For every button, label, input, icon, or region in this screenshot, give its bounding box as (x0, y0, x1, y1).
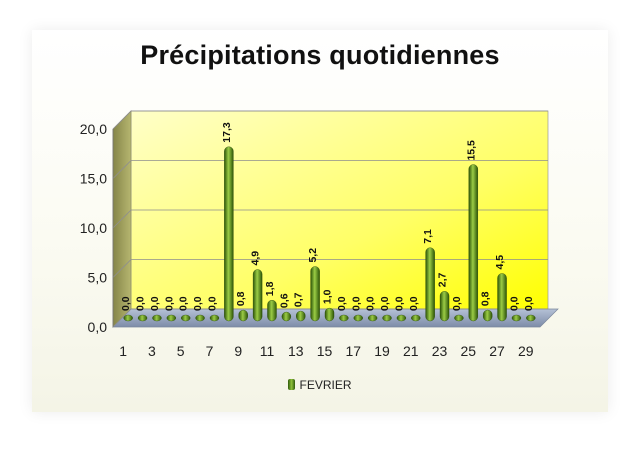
gridline (112, 209, 548, 229)
data-label: 0,0 (163, 296, 175, 311)
bar (339, 314, 349, 322)
gridline (112, 110, 548, 130)
data-label: 0,8 (235, 291, 247, 306)
gridlines (112, 110, 548, 328)
bar (209, 314, 220, 322)
legend-label: FEVRIER (299, 378, 352, 392)
x-tick-label: 27 (489, 343, 505, 359)
x-tick-label: 25 (461, 343, 477, 359)
data-label: 0,0 (178, 296, 190, 311)
x-tick-label: 17 (345, 343, 361, 359)
data-label: 5,2 (307, 248, 319, 263)
bar (137, 314, 148, 322)
bar (296, 310, 306, 322)
gridline (112, 160, 548, 179)
bar (425, 247, 435, 322)
bar (482, 309, 493, 322)
y-tick-label: 15,0 (80, 171, 107, 187)
bar (497, 273, 507, 322)
y-tick-label: 5,0 (88, 270, 108, 286)
data-label: 0,0 (135, 296, 147, 311)
gridline (112, 259, 548, 278)
bar (238, 309, 248, 322)
x-tick-label: 5 (177, 343, 185, 359)
data-label: 0,8 (480, 291, 492, 306)
bar (511, 314, 522, 322)
bar (123, 314, 133, 322)
data-label: 0,6 (278, 293, 290, 308)
bar (324, 307, 335, 322)
x-tick-label: 21 (403, 343, 419, 359)
bar (252, 269, 263, 322)
bar (526, 314, 536, 322)
x-tick-label: 19 (374, 343, 390, 359)
bar (267, 299, 277, 322)
data-label: 0,0 (408, 296, 420, 311)
bars (123, 146, 536, 322)
data-label: 7,1 (422, 229, 434, 244)
bar (454, 314, 464, 322)
bar (281, 311, 292, 322)
x-tick-label: 13 (288, 343, 304, 359)
data-label: 17,3 (221, 122, 233, 143)
data-label: 0,0 (393, 296, 405, 311)
chart-title: Précipitations quotidiennes (140, 40, 500, 70)
y-tick-label: 20,0 (80, 121, 107, 137)
data-label: 4,5 (494, 255, 506, 270)
x-axis: 1 3 5 7 9 11 13 15 17 19 21 23 25 27 29 (119, 343, 534, 359)
data-label: 15,5 (465, 140, 477, 161)
x-tick-label: 3 (148, 343, 156, 359)
bar (195, 314, 205, 322)
data-label: 0,0 (365, 296, 377, 311)
x-tick-label: 23 (432, 343, 448, 359)
data-label: 0,0 (350, 296, 362, 311)
bar (166, 314, 177, 322)
bar (468, 164, 478, 322)
y-axis: 0,0 5,0 10,0 15,0 20,0 (80, 121, 114, 335)
data-label: 0,0 (336, 296, 348, 311)
data-label: 1,8 (264, 281, 276, 296)
data-labels: 0,0 0,0 0,0 0,0 0,0 0,0 0,017,30,84,91,80,6 0,7… (120, 122, 535, 311)
data-label: 0,0 (379, 296, 391, 311)
bar (439, 291, 450, 322)
legend: FEVRIER (0, 378, 640, 392)
x-tick-label: 11 (260, 343, 275, 359)
bar (152, 314, 162, 322)
data-label: 0,0 (149, 296, 161, 311)
data-label: 0,0 (523, 296, 535, 311)
bar (382, 314, 392, 322)
bar (353, 314, 363, 322)
x-tick-label: 29 (518, 343, 534, 359)
data-label: 0,0 (192, 296, 204, 311)
data-label: 0,0 (120, 296, 132, 311)
data-label: 0,0 (451, 296, 463, 311)
data-label: 0,0 (508, 296, 520, 311)
bar (367, 314, 378, 322)
bar (396, 314, 407, 322)
bar (411, 314, 421, 322)
data-label: 2,7 (437, 273, 449, 288)
data-label: 0,0 (206, 296, 218, 311)
x-tick-label: 15 (317, 343, 333, 359)
legend-swatch (288, 379, 296, 390)
bar (181, 314, 191, 322)
y-tick-label: 0,0 (88, 319, 108, 335)
x-tick-label: 1 (119, 343, 127, 359)
data-label: 4,9 (250, 251, 262, 266)
x-tick-label: 7 (206, 343, 214, 359)
data-label: 1,0 (322, 289, 334, 304)
gridline (112, 308, 548, 328)
bar (224, 146, 234, 322)
y-tick-label: 10,0 (80, 220, 107, 236)
data-label: 0,7 (293, 292, 305, 307)
x-tick-label: 9 (234, 343, 242, 359)
bar (310, 266, 320, 322)
